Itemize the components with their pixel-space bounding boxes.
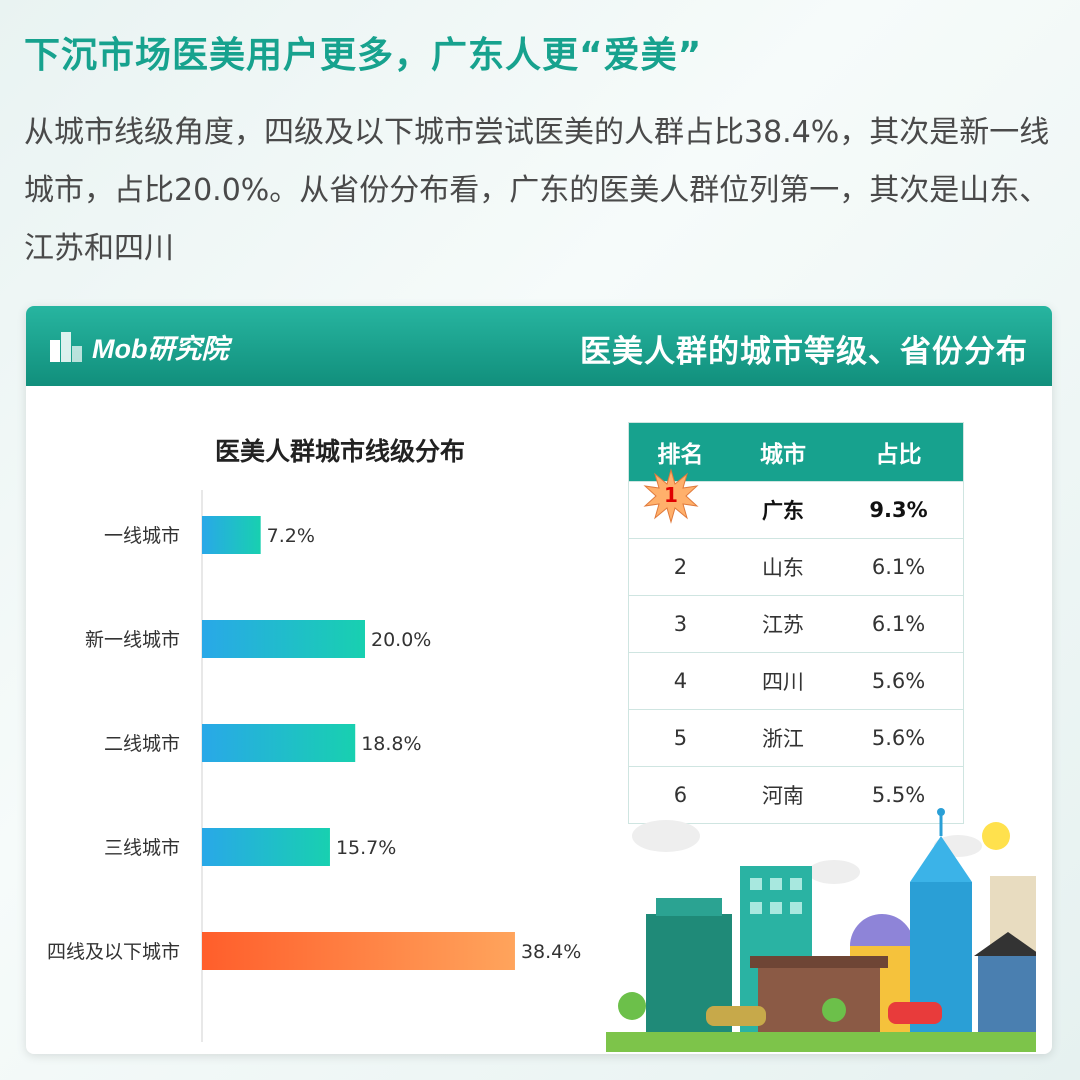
rank-cell: 4 (628, 652, 732, 710)
city-cell: 浙江 (731, 709, 835, 767)
category-label: 一线城市 (104, 525, 180, 547)
logo-text: Mob研究院 (92, 333, 229, 364)
value-label: 18.8% (361, 733, 421, 755)
table-header-row: 排名 城市 占比 (628, 422, 964, 482)
headline: 下沉市场医美用户更多，广东人更“爱美” (24, 35, 703, 76)
city-cell: 广东 (731, 481, 835, 539)
category-label: 三线城市 (104, 837, 180, 859)
table-row: 5 浙江 5.6% (628, 709, 964, 767)
ground (606, 1032, 1036, 1052)
chart-title: 医美人群城市线级分布 (214, 437, 465, 466)
city-cell: 山东 (731, 538, 835, 596)
report-card: Mob研究院 医美人群的城市等级、省份分布 医美人群城市线级分布 一线城市 7.2… (26, 306, 1052, 1054)
bar (202, 828, 330, 866)
cloud-icon (808, 860, 860, 884)
building-logo-icon (50, 332, 82, 362)
bar (202, 724, 356, 762)
sun-icon (982, 822, 1010, 850)
table-row: 6 河南 5.5% (628, 766, 964, 824)
table-row: 4 四川 5.6% (628, 652, 964, 710)
value-label: 7.2% (267, 525, 315, 547)
car-icon (888, 1002, 942, 1024)
intro-paragraph: 从城市线级角度，四级及以下城市尝试医美的人群占比38.4%，其次是新一线城市，占… (24, 115, 1050, 266)
share-cell: 5.6% (834, 652, 964, 710)
category-label: 四线及以下城市 (47, 941, 180, 963)
header-share: 占比 (834, 422, 964, 482)
starburst-icon (643, 468, 699, 524)
value-label: 20.0% (371, 629, 431, 651)
dome-icon (850, 914, 914, 946)
city-cell: 江苏 (731, 595, 835, 653)
banner-title: 医美人群的城市等级、省份分布 (580, 334, 1028, 370)
city-tier-bar-chart: 一线城市 7.2% 新一线城市 20.0% 二线城市 18.8% 三线城市 15.7% 四线及以… (47, 490, 581, 1042)
table-row: 2 山东 6.1% (628, 538, 964, 596)
rank-number: 1 (664, 483, 678, 507)
rank-cell: 6 (628, 766, 732, 824)
value-label: 38.4% (521, 941, 581, 963)
rank-cell: 1 (628, 468, 732, 539)
mob-logo: Mob研究院 (48, 324, 228, 368)
rank-cell: 2 (628, 538, 732, 596)
share-cell: 6.1% (834, 595, 964, 653)
rank-badge: 1 (643, 468, 699, 529)
cloud-icon (632, 820, 700, 852)
car-icon (706, 1006, 766, 1026)
category-label: 新一线城市 (85, 629, 180, 651)
share-cell: 9.3% (834, 481, 964, 539)
building-icon (758, 964, 880, 1034)
card-banner: Mob研究院 医美人群的城市等级、省份分布 (26, 306, 1052, 386)
header-rank: 排名 (628, 422, 732, 482)
table-row: 1 广东 9.3% (628, 468, 964, 539)
city-skyline-illustration (606, 808, 1036, 1052)
bar (202, 516, 261, 554)
share-cell: 6.1% (834, 538, 964, 596)
house-icon (978, 956, 1036, 1034)
category-label: 二线城市 (104, 733, 180, 755)
rank-cell: 3 (628, 595, 732, 653)
share-cell: 5.6% (834, 709, 964, 767)
city-cell: 四川 (731, 652, 835, 710)
city-cell: 河南 (731, 766, 835, 824)
rank-cell: 5 (628, 709, 732, 767)
table-row: 3 江苏 6.1% (628, 595, 964, 653)
tree-icon (822, 998, 846, 1022)
bar (202, 620, 365, 658)
bar (202, 932, 515, 970)
header-city: 城市 (731, 422, 835, 482)
province-ranking-table: 排名 城市 占比 1 广东 9.3% 2 (628, 422, 964, 824)
tree-icon (618, 992, 646, 1020)
value-label: 15.7% (336, 837, 396, 859)
